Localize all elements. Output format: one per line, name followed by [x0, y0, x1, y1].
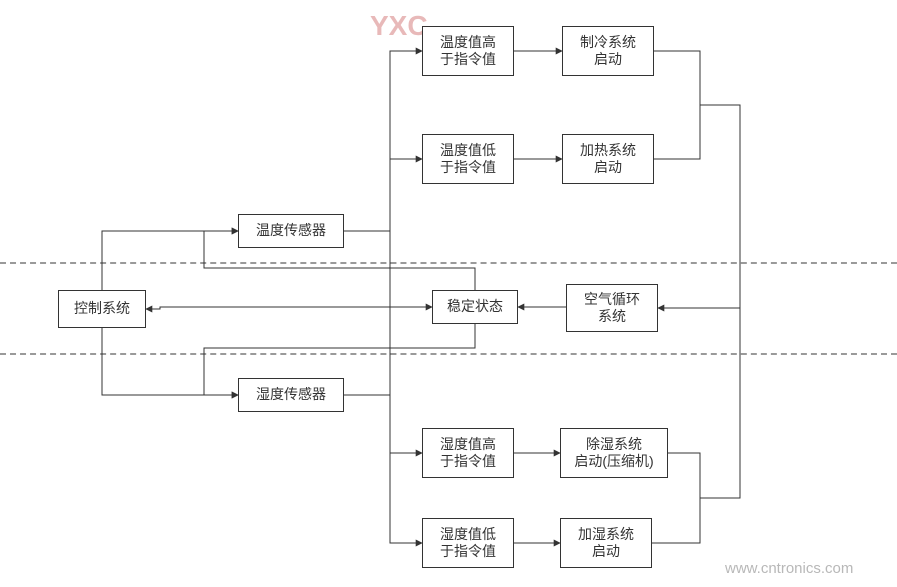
node-air-circulation: 空气循环系统: [566, 284, 658, 332]
node-humidify-start: 加湿系统启动: [560, 518, 652, 568]
edge-temp-to-stable: [390, 231, 432, 307]
node-label: 控制系统: [74, 300, 130, 318]
node-label: 空气循环系统: [584, 291, 640, 326]
edge-stable-fb-ctrl: [146, 307, 432, 309]
node-heating-start: 加热系统启动: [562, 134, 654, 184]
node-label: 湿度传感器: [256, 386, 326, 404]
node-temp-high: 温度值高于指令值: [422, 26, 514, 76]
edge-temp-merge-down: [658, 105, 740, 308]
node-label: 湿度值高于指令值: [440, 436, 496, 471]
node-label: 温度值低于指令值: [440, 142, 496, 177]
edge-humid-branch-dn: [390, 453, 422, 543]
node-label: 除湿系统启动(压缩机): [574, 436, 653, 471]
edge-humid-branch-up: [344, 395, 422, 453]
node-control-system: 控制系统: [58, 290, 146, 328]
node-humidity-high: 湿度值高于指令值: [422, 428, 514, 478]
node-dehumidify-start: 除湿系统启动(压缩机): [560, 428, 668, 478]
edge-temp-branch-dn: [390, 159, 422, 231]
node-label: 加热系统启动: [580, 142, 636, 177]
edge-humid-merge-up: [700, 308, 740, 498]
edge-ctrl-to-humid: [102, 328, 238, 395]
node-stable-state: 稳定状态: [432, 290, 518, 324]
edge-ctrl-to-temp: [102, 231, 238, 290]
node-label: 制冷系统启动: [580, 34, 636, 69]
node-label: 温度值高于指令值: [440, 34, 496, 69]
node-temp-low: 温度值低于指令值: [422, 134, 514, 184]
node-label: 湿度值低于指令值: [440, 526, 496, 561]
node-cooling-start: 制冷系统启动: [562, 26, 654, 76]
node-label: 稳定状态: [447, 298, 503, 316]
edge-temp-branch-up: [344, 51, 422, 231]
node-label: 加湿系统启动: [578, 526, 634, 561]
edge-cool-merge: [654, 51, 700, 159]
node-label: 温度传感器: [256, 222, 326, 240]
node-humidity-sensor: 湿度传感器: [238, 378, 344, 412]
node-temp-sensor: 温度传感器: [238, 214, 344, 248]
node-humidity-low: 湿度值低于指令值: [422, 518, 514, 568]
